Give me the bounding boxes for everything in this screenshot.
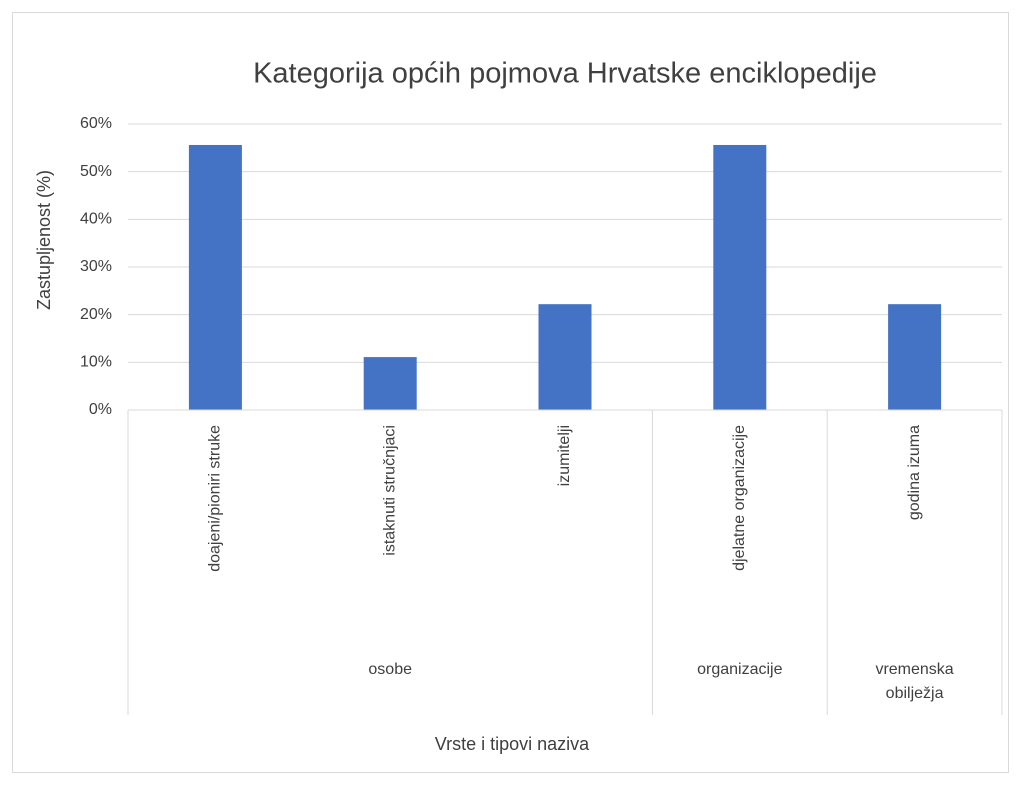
y-tick-label: 20% xyxy=(80,306,112,323)
x-axis-title: Vrste i tipovi naziva xyxy=(435,734,590,754)
group-label: osobe xyxy=(368,661,412,678)
chart-border xyxy=(12,12,1009,773)
y-axis-title: Zastupljenost (%) xyxy=(34,170,54,310)
group-label-box: vremenska obilježja xyxy=(875,661,954,702)
x-tick-label: doajeni/pioniri struke xyxy=(207,425,224,572)
bar xyxy=(888,304,942,410)
bar xyxy=(188,144,242,410)
group-label-box: organizacije xyxy=(697,661,783,678)
x-tick-label: istaknuti stručnjaci xyxy=(381,425,398,556)
group-label-box: osobe xyxy=(368,661,412,678)
bar xyxy=(538,304,592,410)
y-tick-label: 30% xyxy=(80,258,112,275)
y-tick-label: 50% xyxy=(80,163,112,180)
bar xyxy=(713,144,767,410)
group-label: organizacije xyxy=(697,661,783,678)
y-tick-label: 0% xyxy=(89,401,112,418)
y-tick-label: 60% xyxy=(80,115,112,132)
x-tick-label: djelatne organizacije xyxy=(731,425,748,571)
x-tick-label: izumitelji xyxy=(556,425,573,486)
y-tick-label: 10% xyxy=(80,354,112,371)
bar xyxy=(363,357,417,410)
y-tick-label: 40% xyxy=(80,211,112,228)
x-tick-label: godina izuma xyxy=(906,425,923,520)
chart-title: Kategorija općih pojmova Hrvatske encikl… xyxy=(253,58,877,90)
group-label: vremenska obilježja xyxy=(875,661,954,702)
